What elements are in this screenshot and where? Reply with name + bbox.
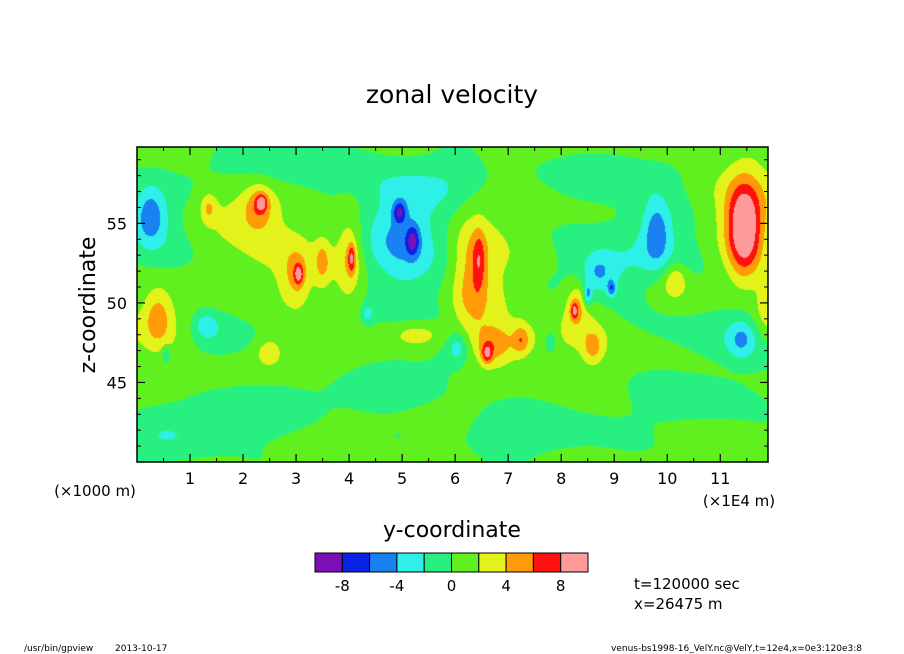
heatmap-area xyxy=(136,146,769,463)
x-tick-label: 5 xyxy=(397,469,407,488)
plot-frame xyxy=(136,146,769,463)
x-tick-label: 4 xyxy=(344,469,354,488)
x-axis-label: y-coordinate xyxy=(383,518,521,543)
colorbar-tick-label: 0 xyxy=(447,577,457,595)
position-readout: x=26475 m xyxy=(634,595,723,613)
colorbar-swatch xyxy=(505,552,534,573)
x-unit-left: (×1000 m) xyxy=(54,482,136,500)
colorbar-swatch xyxy=(532,552,562,573)
colorbar-tick-label: -8 xyxy=(335,577,350,595)
colorbar-swatch xyxy=(451,552,480,573)
x-tick-label: 6 xyxy=(450,469,460,488)
x-tick-label: 1 xyxy=(185,469,195,488)
colorbar-swatch xyxy=(478,552,507,573)
heatmap-field xyxy=(137,147,768,462)
colorbar-swatch xyxy=(341,552,371,573)
colorbar-swatch xyxy=(423,552,453,573)
colorbar-swatch xyxy=(314,552,343,573)
y-axis-ticks: 45 50 55 xyxy=(107,159,768,447)
y-tick-label: 45 xyxy=(107,373,127,392)
render-date: 2013-10-17 xyxy=(115,644,167,654)
colorbar-tick-label: -4 xyxy=(389,577,404,595)
time-readout: t=120000 sec xyxy=(634,575,740,593)
x-tick-label: 9 xyxy=(609,469,619,488)
source-description: venus-bs1998-16_VelY.nc@VelY,t=12e4,x=0e… xyxy=(611,644,862,654)
colorbar-swatch xyxy=(396,552,425,573)
colorbar-swatch xyxy=(369,552,398,573)
x-axis-ticks: 1 2 3 4 5 6 7 8 9 10 11 xyxy=(163,147,748,488)
colorbar-tick-label: 4 xyxy=(501,577,511,595)
x-tick-label: 11 xyxy=(710,469,730,488)
colorbar: -8 -4 0 4 8 xyxy=(314,552,589,595)
colorbar-tick-label: 8 xyxy=(556,577,566,595)
x-unit-right: (×1E4 m) xyxy=(703,492,775,510)
y-axis-label: z-coordinate xyxy=(76,237,101,374)
y-tick-label: 50 xyxy=(107,294,127,313)
x-tick-label: 10 xyxy=(657,469,677,488)
x-tick-label: 3 xyxy=(291,469,301,488)
y-tick-label: 55 xyxy=(107,214,127,233)
program-path: /usr/bin/gpview xyxy=(24,644,93,654)
x-tick-label: 2 xyxy=(238,469,248,488)
colorbar-swatch xyxy=(560,552,589,573)
chart-title: zonal velocity xyxy=(366,80,538,109)
x-tick-label: 8 xyxy=(556,469,566,488)
x-tick-label: 7 xyxy=(503,469,513,488)
